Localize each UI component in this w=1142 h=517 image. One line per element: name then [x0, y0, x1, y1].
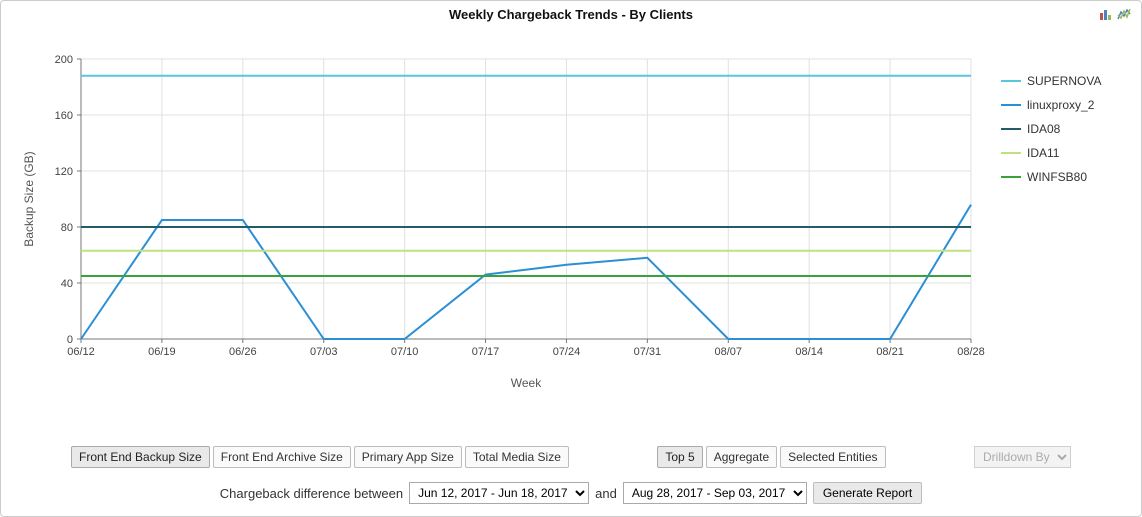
svg-text:07/10: 07/10 [391, 346, 419, 358]
header-icons [1099, 7, 1131, 21]
scope-button-aggregate[interactable]: Aggregate [706, 446, 777, 468]
svg-text:06/19: 06/19 [148, 346, 176, 358]
legend-label: linuxproxy_2 [1027, 98, 1094, 112]
legend-swatch [1001, 104, 1021, 106]
footer-row: Chargeback difference between Jun 12, 20… [1, 482, 1141, 504]
footer-and: and [595, 486, 617, 501]
legend-label: SUPERNOVA [1027, 74, 1101, 88]
chart-svg: 0 40 80 120 160 200 06/12 06/19 06/26 07/03 07/10 0… [1, 29, 1001, 399]
page-title: Weekly Chargeback Trends - By Clients [449, 7, 693, 22]
svg-text:Week: Week [511, 376, 542, 390]
line-chart-icon[interactable] [1117, 7, 1131, 21]
svg-text:08/28: 08/28 [957, 346, 985, 358]
footer-prefix: Chargeback difference between [220, 486, 403, 501]
legend-swatch [1001, 80, 1021, 82]
svg-text:08/14: 08/14 [795, 346, 823, 358]
series-linuxproxy_2 [81, 205, 971, 339]
legend-item-linuxproxy_2[interactable]: linuxproxy_2 [1001, 93, 1111, 117]
svg-text:0: 0 [67, 334, 73, 346]
date-from-select[interactable]: Jun 12, 2017 - Jun 18, 2017 [409, 482, 589, 504]
scope-button-selected-entities[interactable]: Selected Entities [780, 446, 885, 468]
svg-text:160: 160 [55, 110, 73, 122]
metric-button-total-media-size[interactable]: Total Media Size [465, 446, 569, 468]
legend-item-IDA11[interactable]: IDA11 [1001, 141, 1111, 165]
chart-area: 0 40 80 120 160 200 06/12 06/19 06/26 07/03 07/10 0… [1, 29, 1141, 399]
legend-swatch [1001, 128, 1021, 130]
controls-row: Front End Backup SizeFront End Archive S… [1, 446, 1141, 468]
svg-text:120: 120 [55, 166, 73, 178]
report-container: Weekly Chargeback Trends - By Clients 0 4… [0, 0, 1142, 517]
svg-text:06/12: 06/12 [67, 346, 95, 358]
legend-label: IDA08 [1027, 122, 1060, 136]
legend-swatch [1001, 176, 1021, 178]
legend-swatch [1001, 152, 1021, 154]
legend-item-SUPERNOVA[interactable]: SUPERNOVA [1001, 69, 1111, 93]
svg-text:06/26: 06/26 [229, 346, 257, 358]
metric-button-group: Front End Backup SizeFront End Archive S… [71, 446, 569, 468]
svg-text:07/17: 07/17 [472, 346, 500, 358]
metric-button-front-end-backup-size[interactable]: Front End Backup Size [71, 446, 210, 468]
metric-button-front-end-archive-size[interactable]: Front End Archive Size [213, 446, 351, 468]
metric-button-primary-app-size[interactable]: Primary App Size [354, 446, 462, 468]
header: Weekly Chargeback Trends - By Clients [1, 1, 1141, 22]
bar-chart-icon[interactable] [1099, 7, 1113, 21]
svg-text:200: 200 [55, 54, 73, 66]
svg-text:07/31: 07/31 [634, 346, 662, 358]
date-to-select[interactable]: Aug 28, 2017 - Sep 03, 2017 [623, 482, 807, 504]
svg-text:07/03: 07/03 [310, 346, 338, 358]
legend-label: IDA11 [1027, 146, 1059, 160]
legend-item-IDA08[interactable]: IDA08 [1001, 117, 1111, 141]
scope-button-top-5[interactable]: Top 5 [657, 446, 702, 468]
generate-report-button[interactable]: Generate Report [813, 482, 922, 504]
legend: SUPERNOVA linuxproxy_2 IDA08 IDA11 WINFSB80 [1001, 69, 1111, 189]
svg-text:80: 80 [61, 222, 73, 234]
drilldown-select[interactable]: Drilldown By [974, 446, 1071, 468]
svg-text:40: 40 [61, 278, 73, 290]
svg-text:08/21: 08/21 [876, 346, 904, 358]
svg-text:Backup Size (GB): Backup Size (GB) [22, 151, 36, 246]
legend-label: WINFSB80 [1027, 170, 1087, 184]
svg-text:08/07: 08/07 [715, 346, 743, 358]
legend-item-WINFSB80[interactable]: WINFSB80 [1001, 165, 1111, 189]
svg-text:07/24: 07/24 [553, 346, 581, 358]
scope-button-group: Top 5AggregateSelected Entities [657, 446, 885, 468]
